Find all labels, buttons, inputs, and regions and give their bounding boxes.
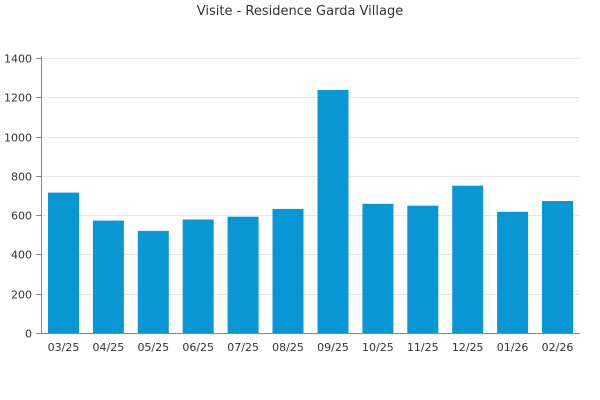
- bars: [48, 90, 573, 334]
- axes: [36, 56, 580, 334]
- x-tick-label: 12/25: [452, 341, 484, 354]
- y-tick-label: 600: [11, 210, 32, 223]
- bar-04-25: [92, 220, 124, 333]
- x-tick-label: 09/25: [317, 341, 349, 354]
- y-tick-label: 400: [11, 249, 32, 262]
- y-tick-label: 1200: [4, 92, 32, 105]
- x-tick-label: 02/26: [542, 341, 574, 354]
- x-tick-label: 10/25: [362, 341, 394, 354]
- x-tick-label: 11/25: [407, 341, 439, 354]
- bar-02-26: [542, 201, 573, 333]
- bar-05-25: [137, 230, 169, 333]
- x-tick-label: 06/25: [182, 341, 214, 354]
- x-tick-label: 03/25: [48, 341, 80, 354]
- bar-01-26: [497, 211, 529, 333]
- bar-06-25: [182, 219, 214, 333]
- bar-08-25: [272, 208, 304, 333]
- x-tick-label: 07/25: [227, 341, 259, 354]
- y-tick-label: 1000: [4, 132, 32, 145]
- tick-labels: 0 200 400 600 800 1000 1200 1400 03/25 04/25 05/25…: [4, 53, 573, 355]
- bar-09-25: [317, 90, 349, 333]
- x-tick-label: 05/25: [137, 341, 169, 354]
- bar-10-25: [362, 203, 394, 334]
- chart-title: Visite - Residence Garda Village: [196, 4, 404, 19]
- y-tick-label: 1400: [4, 53, 32, 66]
- gridlines: [41, 58, 580, 295]
- y-tick-label: 800: [11, 171, 32, 184]
- bar-12-25: [452, 185, 484, 333]
- bar-03-25: [48, 192, 79, 333]
- x-tick-label: 04/25: [93, 341, 125, 354]
- x-tick-label: 08/25: [272, 341, 304, 354]
- y-tick-label: 200: [11, 289, 32, 302]
- bar-07-25: [227, 216, 259, 333]
- x-tick-label: 01/26: [497, 341, 529, 354]
- bar-11-25: [407, 205, 439, 333]
- y-tick-label: 0: [25, 328, 32, 341]
